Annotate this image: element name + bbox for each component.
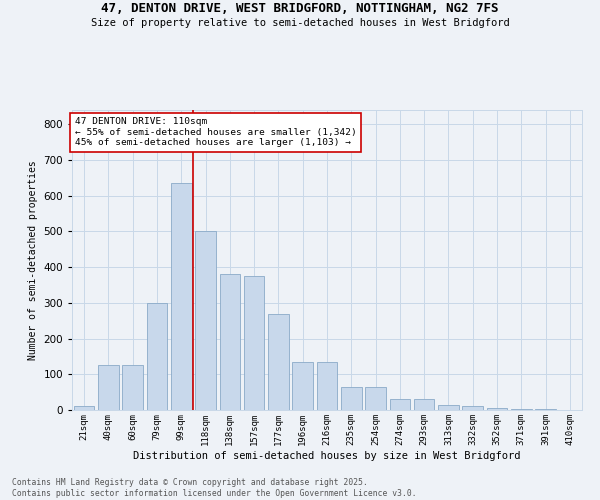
Bar <box>463 406 483 410</box>
Text: Size of property relative to semi-detached houses in West Bridgford: Size of property relative to semi-detach… <box>91 18 509 28</box>
Bar <box>220 274 240 410</box>
Text: Contains HM Land Registry data © Crown copyright and database right 2025.
Contai: Contains HM Land Registry data © Crown c… <box>12 478 416 498</box>
Bar <box>146 303 167 410</box>
Bar <box>317 362 337 410</box>
Bar <box>98 366 119 410</box>
Bar <box>414 400 434 410</box>
X-axis label: Distribution of semi-detached houses by size in West Bridgford: Distribution of semi-detached houses by … <box>133 450 521 460</box>
Bar <box>292 362 313 410</box>
Y-axis label: Number of semi-detached properties: Number of semi-detached properties <box>28 160 38 360</box>
Bar <box>438 404 459 410</box>
Bar <box>268 314 289 410</box>
Text: 47, DENTON DRIVE, WEST BRIDGFORD, NOTTINGHAM, NG2 7FS: 47, DENTON DRIVE, WEST BRIDGFORD, NOTTIN… <box>101 2 499 16</box>
Bar <box>195 232 216 410</box>
Text: 47 DENTON DRIVE: 110sqm
← 55% of semi-detached houses are smaller (1,342)
45% of: 47 DENTON DRIVE: 110sqm ← 55% of semi-de… <box>74 118 356 148</box>
Bar <box>244 276 265 410</box>
Bar <box>511 409 532 410</box>
Bar <box>365 387 386 410</box>
Bar <box>389 400 410 410</box>
Bar <box>122 366 143 410</box>
Bar <box>487 408 508 410</box>
Bar <box>74 406 94 410</box>
Bar <box>341 387 362 410</box>
Bar <box>171 183 191 410</box>
